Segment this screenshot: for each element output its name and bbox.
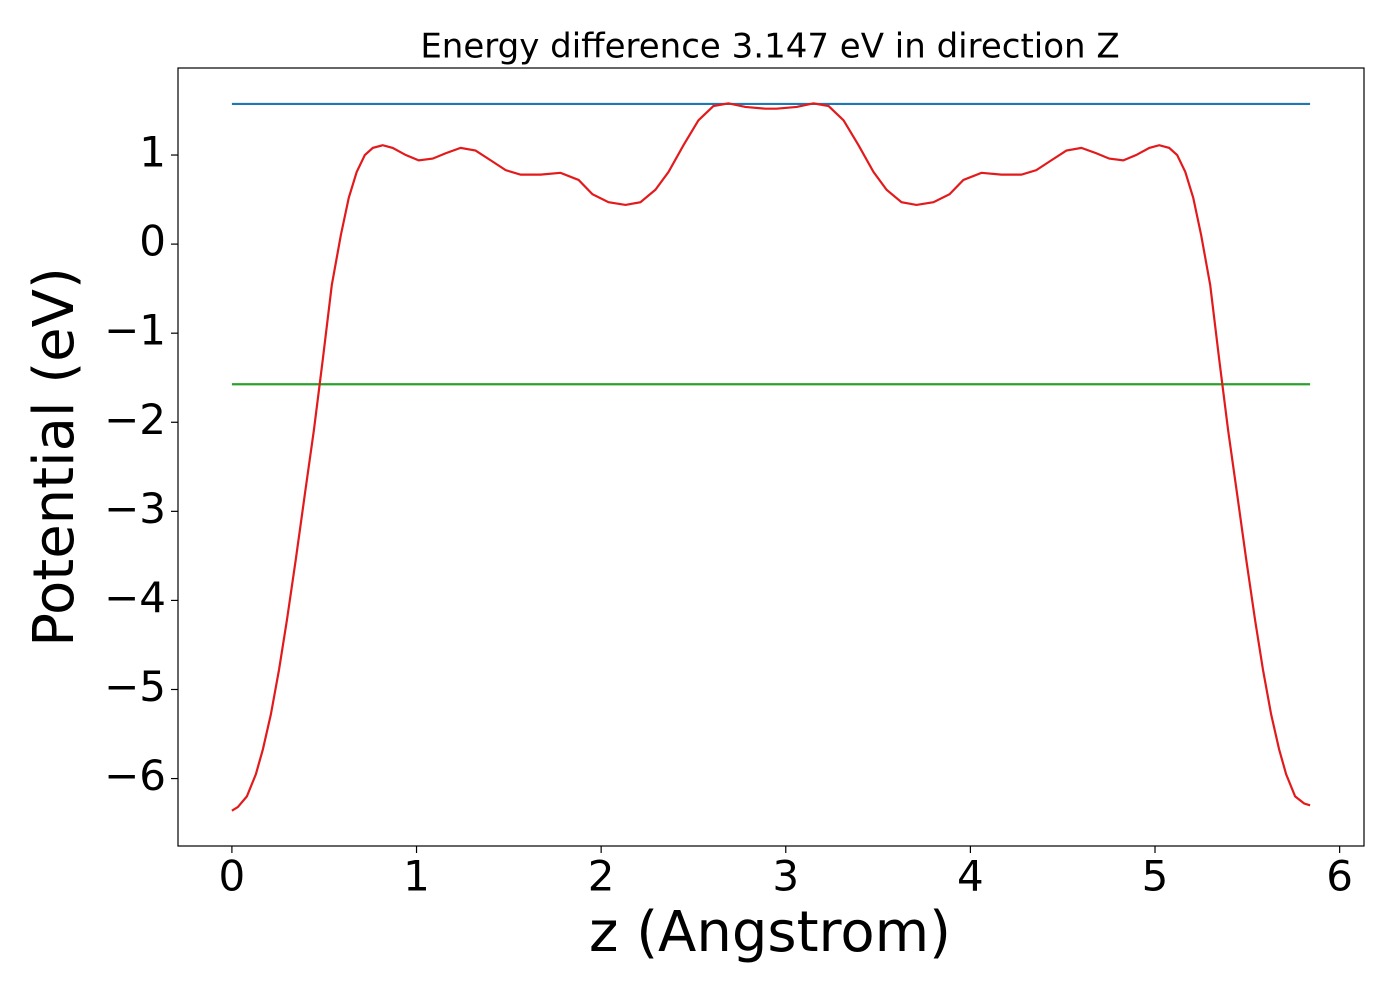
y-tick-label: −2 <box>104 395 166 444</box>
chart-title: Energy difference 3.147 eV in direction … <box>420 27 1119 67</box>
plot-frame <box>177 67 1365 847</box>
x-tick-label: 3 <box>772 852 799 901</box>
x-tick-label: 2 <box>588 852 615 901</box>
x-tick-label: 6 <box>1326 852 1353 901</box>
x-tick-label: 1 <box>403 852 430 901</box>
x-axis-label: z (Angstrom) <box>589 900 951 965</box>
y-tick-label: 0 <box>139 217 166 266</box>
x-tick-label: 0 <box>219 852 246 901</box>
y-tick-label: 1 <box>139 128 166 177</box>
line-series <box>231 102 1311 812</box>
y-tick-label: −5 <box>104 662 166 711</box>
y-tick-label: −6 <box>104 751 166 800</box>
y-tick-label: −3 <box>104 484 166 533</box>
y-tick-label: −4 <box>104 573 166 622</box>
y-tick-label: −1 <box>104 306 166 355</box>
y-axis-label: Potential (eV) <box>22 267 87 647</box>
x-tick-label: 5 <box>1142 852 1169 901</box>
x-tick-label: 4 <box>957 852 984 901</box>
